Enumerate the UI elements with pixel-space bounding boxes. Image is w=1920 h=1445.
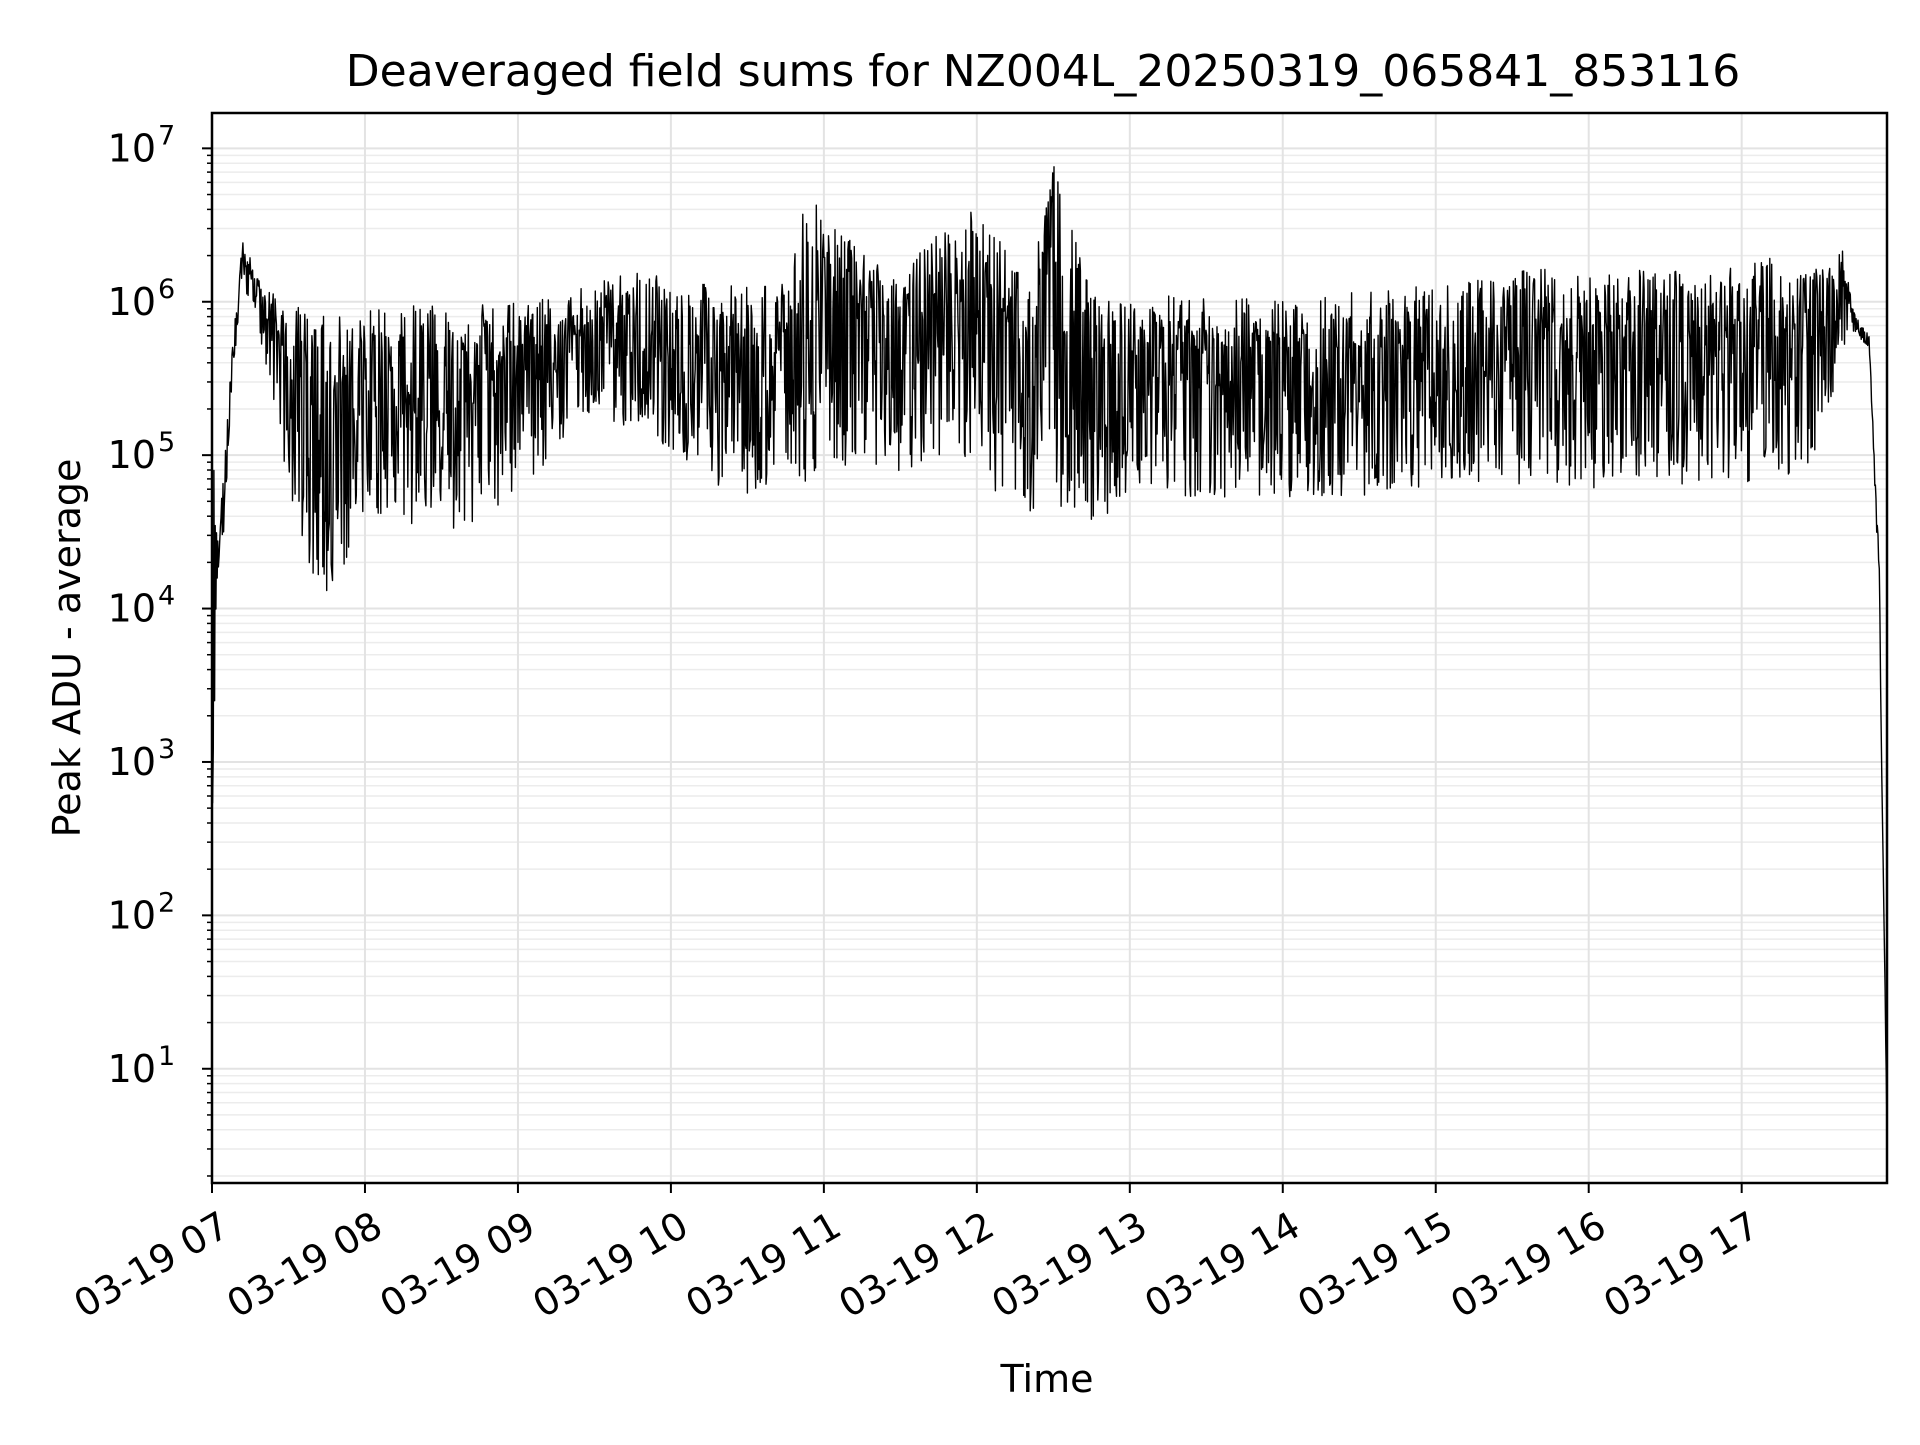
y-tick-exponent: 5 [158,427,175,458]
y-tick-label: 10 [108,433,156,477]
y-tick-label: 10 [108,126,156,170]
y-tick-exponent: 1 [158,1041,175,1072]
y-tick-label: 10 [108,893,156,937]
y-tick-exponent: 3 [158,734,175,765]
y-tick-exponent: 7 [158,120,175,151]
y-tick-label: 10 [108,1047,156,1091]
series-line-0 [211,166,1888,1130]
y-tick-label: 10 [108,587,156,631]
y-tick-exponent: 6 [158,274,175,305]
plot-frame [210,111,1889,1185]
y-tick-exponent: 4 [158,581,175,612]
y-tick-exponent: 2 [158,887,175,918]
y-tick-label: 10 [108,280,156,324]
y-tick-label: 10 [108,740,156,784]
data-series [211,166,1888,1130]
chart-title: Deaveraged field sums for NZ004L_2025031… [346,46,1740,97]
grid [211,113,1887,1183]
x-axis-label: Time [1000,1357,1094,1401]
y-axis-label: Peak ADU - average [45,459,89,838]
